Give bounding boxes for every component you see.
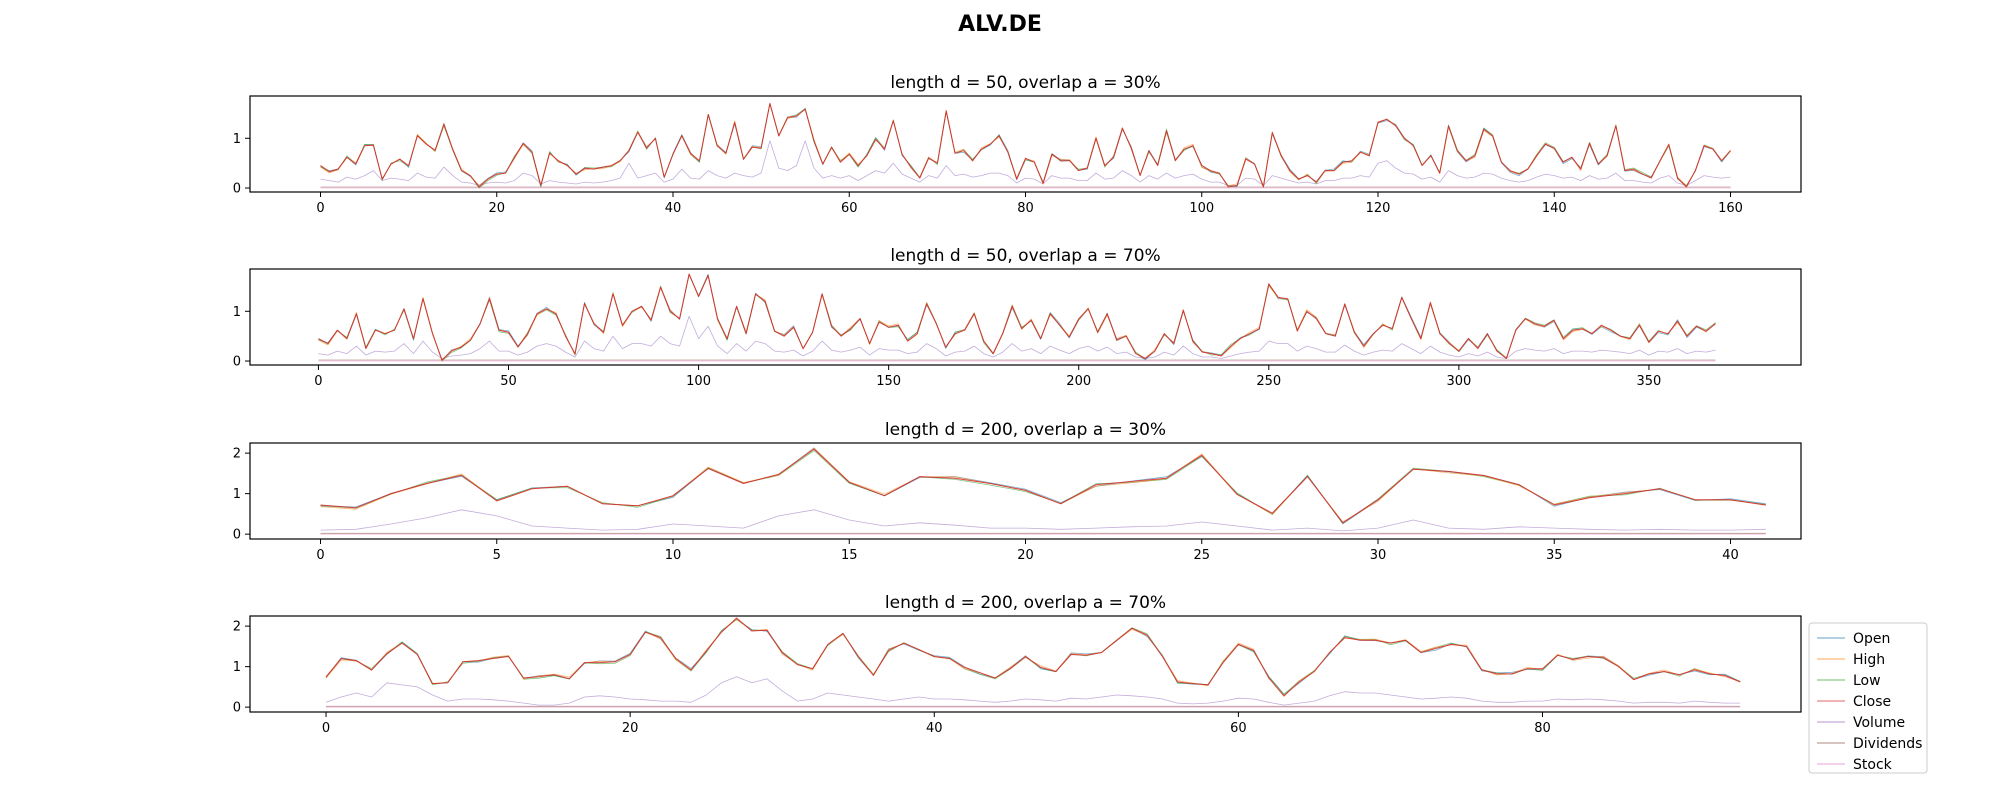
- y-tick-label: 2: [233, 620, 241, 635]
- plot-area: [320, 447, 1766, 535]
- figure-title: ALV.DE: [958, 12, 1042, 37]
- series-line-low: [320, 450, 1766, 524]
- legend-label-low: Low: [1853, 673, 1881, 689]
- y-tick-label: 1: [233, 660, 241, 675]
- axes-frame: [249, 268, 1802, 366]
- y-tick-label: 0: [233, 182, 241, 197]
- subplot-title: length d = 200, overlap a = 30%: [885, 420, 1166, 440]
- series-line-close: [325, 617, 1741, 697]
- series-line-high: [325, 618, 1741, 697]
- legend-label-dividends: Dividends: [1853, 736, 1922, 752]
- x-tick-label: 60: [1230, 721, 1247, 736]
- legend-label-high: High: [1853, 652, 1885, 668]
- series-line-open: [325, 618, 1741, 695]
- x-tick-label: 100: [686, 374, 711, 389]
- x-tick-label: 20: [488, 201, 505, 216]
- x-tick-label: 0: [314, 374, 322, 389]
- series-line-volume: [320, 140, 1731, 186]
- x-tick-label: 100: [1189, 201, 1214, 216]
- plot-area: [320, 103, 1731, 189]
- x-tick-label: 140: [1542, 201, 1567, 216]
- x-tick-label: 15: [841, 548, 858, 563]
- axes-frame: [249, 615, 1802, 713]
- subplot-title: length d = 50, overlap a = 70%: [890, 246, 1160, 266]
- subplot-title: length d = 50, overlap a = 30%: [890, 73, 1160, 93]
- x-tick-label: 40: [926, 721, 943, 736]
- y-tick-label: 1: [233, 305, 241, 320]
- subplot-title: length d = 200, overlap a = 70%: [885, 593, 1166, 613]
- legend-box: [1808, 622, 1928, 774]
- series-line-high: [320, 447, 1766, 523]
- x-tick-label: 0: [316, 201, 324, 216]
- x-tick-label: 30: [1370, 548, 1387, 563]
- x-tick-label: 160: [1718, 201, 1743, 216]
- series-line-close: [318, 273, 1716, 361]
- series-line-open: [320, 447, 1766, 525]
- x-tick-label: 0: [316, 548, 324, 563]
- legend-label-open: Open: [1853, 631, 1890, 647]
- y-tick-label: 0: [233, 701, 241, 716]
- x-tick-label: 80: [1017, 201, 1034, 216]
- y-tick-label: 0: [233, 355, 241, 370]
- x-tick-label: 40: [665, 201, 682, 216]
- x-tick-label: 20: [1017, 548, 1034, 563]
- legend: Open High Low Close Volume Dividends Stock: [1808, 622, 1928, 774]
- subplots: length d = 50, overlap a = 30%0 20 40 60 80 1…: [233, 73, 1802, 736]
- plot-area: [325, 617, 1741, 708]
- x-tick-label: 35: [1546, 548, 1563, 563]
- y-tick-label: 2: [233, 447, 241, 462]
- x-tick-label: 10: [665, 548, 682, 563]
- subplot-2: length d = 50, overlap a = 70% 0 50 100 150 2…: [233, 246, 1802, 389]
- x-tick-label: 350: [1637, 374, 1662, 389]
- subplot-4: length d = 200, overlap a = 70%0 20 40 60 80…: [233, 593, 1802, 736]
- x-tick-label: 300: [1446, 374, 1471, 389]
- series-line-close: [320, 448, 1766, 524]
- plot-area: [318, 273, 1716, 362]
- x-tick-label: 60: [841, 201, 858, 216]
- subplot-1: length d = 50, overlap a = 30% 0 20 40 60 80 1…: [233, 73, 1802, 216]
- x-tick-label: 40: [1722, 548, 1739, 563]
- x-tick-label: 20: [622, 721, 639, 736]
- x-tick-label: 150: [876, 374, 901, 389]
- series-line-low: [325, 619, 1741, 695]
- series-line-volume: [325, 676, 1741, 706]
- x-tick-label: 200: [1066, 374, 1091, 389]
- y-tick-label: 1: [233, 487, 241, 502]
- x-tick-label: 250: [1256, 374, 1281, 389]
- y-tick-label: 1: [233, 132, 241, 147]
- x-tick-label: 25: [1193, 548, 1210, 563]
- legend-label-volume: Volume: [1853, 715, 1905, 731]
- series-line-close: [320, 103, 1731, 188]
- x-tick-label: 120: [1366, 201, 1391, 216]
- legend-label-stock: Stock: [1853, 757, 1893, 773]
- x-tick-label: 0: [322, 721, 330, 736]
- y-tick-label: 0: [233, 528, 241, 543]
- x-tick-label: 5: [493, 548, 501, 563]
- legend-label-close: Close: [1853, 694, 1891, 710]
- x-tick-label: 50: [500, 374, 517, 389]
- x-tick-label: 80: [1534, 721, 1551, 736]
- series-line-volume: [320, 509, 1766, 532]
- series-line-volume: [318, 315, 1716, 359]
- subplot-3: length d = 200, overlap a = 30%0 5 10 15 20 2…: [233, 420, 1802, 563]
